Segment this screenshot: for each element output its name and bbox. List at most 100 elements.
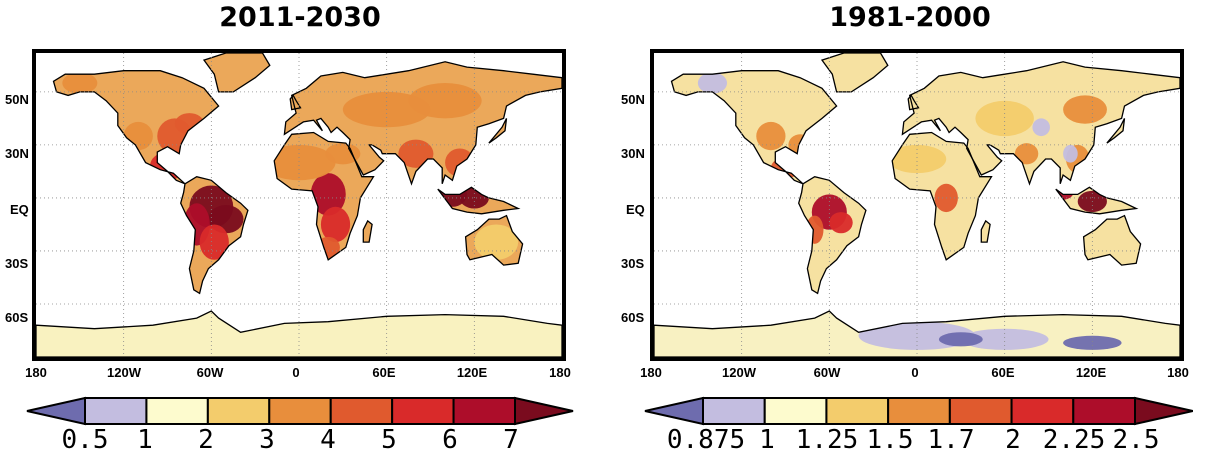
colorbar bbox=[644, 396, 1193, 426]
colorbar-label: 1.7 bbox=[927, 425, 975, 455]
colorbar-segment bbox=[206, 397, 271, 425]
lon-label-180e: 180 bbox=[1167, 365, 1189, 380]
panel-2011-2030: 2011-2030 50N 30N EQ 30S 60S 180 120W 60… bbox=[0, 0, 600, 462]
lat-label-eq: EQ bbox=[10, 202, 29, 217]
value-cell bbox=[829, 212, 853, 234]
coastline-antarctica bbox=[654, 310, 1180, 357]
landmass-japan bbox=[1106, 118, 1125, 144]
coastline-indonesia bbox=[437, 186, 521, 215]
colorbar-segment bbox=[145, 397, 209, 425]
lon-label-60w: 60W bbox=[196, 365, 224, 380]
colorbar-segment bbox=[452, 397, 517, 425]
coastline-japan bbox=[488, 118, 508, 144]
lon-label-0: 0 bbox=[292, 365, 300, 380]
map-frame bbox=[32, 49, 566, 361]
colorbar-segment bbox=[1072, 397, 1136, 425]
coastline-south-america bbox=[798, 176, 867, 295]
panel-title: 1981-2000 bbox=[829, 2, 991, 33]
value-cell bbox=[887, 144, 947, 174]
colorbar-label: 6 bbox=[442, 425, 458, 455]
lat-label-30n: 30N bbox=[5, 146, 29, 161]
colorbar-label: 0.875 bbox=[666, 425, 746, 455]
lat-label-60s: 60S bbox=[621, 310, 645, 325]
coastline-eurasia bbox=[901, 61, 1180, 186]
coastline-eurasia bbox=[283, 61, 562, 186]
colorbar-extend-low bbox=[26, 396, 86, 426]
value-cell bbox=[1014, 143, 1039, 165]
value-cell bbox=[960, 328, 1049, 350]
coastline-antarctica bbox=[36, 310, 562, 357]
coastline-africa bbox=[891, 131, 993, 261]
value-cell bbox=[320, 206, 351, 243]
coastline-uk bbox=[907, 94, 920, 111]
lat-label-50n: 50N bbox=[5, 92, 29, 107]
lat-label-60s: 60S bbox=[5, 310, 29, 325]
colorbar-segment bbox=[763, 397, 828, 425]
colorbar-label: 2 bbox=[198, 425, 214, 455]
value-cell bbox=[975, 100, 1034, 137]
colorbar-extend-high bbox=[1134, 396, 1193, 426]
colorbar-label: 3 bbox=[259, 425, 275, 455]
colorbar-segment bbox=[84, 397, 148, 425]
world-map bbox=[36, 53, 562, 357]
value-cell bbox=[697, 72, 728, 94]
value-cell bbox=[62, 72, 98, 94]
colorbar-label: 2.5 bbox=[1112, 425, 1160, 455]
coastline-indonesia bbox=[1055, 186, 1139, 215]
lon-label-180e: 180 bbox=[549, 365, 571, 380]
colorbar-segment bbox=[268, 397, 332, 425]
value-cell bbox=[408, 83, 482, 119]
coastline-africa bbox=[273, 131, 375, 261]
value-cell bbox=[398, 139, 434, 168]
value-cell bbox=[199, 224, 229, 260]
colorbar-label: 2 bbox=[1005, 425, 1021, 455]
value-cell bbox=[262, 144, 336, 181]
colorbar-segment bbox=[391, 397, 455, 425]
lat-label-30s: 30S bbox=[5, 256, 29, 271]
colorbar bbox=[26, 396, 574, 426]
colorbar-segment bbox=[948, 397, 1013, 425]
map-frame bbox=[650, 49, 1184, 361]
colorbar-segment bbox=[702, 397, 766, 425]
coastline-australia bbox=[1082, 214, 1142, 266]
value-cell bbox=[756, 121, 786, 151]
lat-label-eq: EQ bbox=[626, 202, 645, 217]
value-cell bbox=[474, 224, 519, 260]
colorbar-label: 4 bbox=[320, 425, 336, 455]
coastline-greenland bbox=[202, 53, 271, 93]
coastline-madagascar bbox=[362, 219, 373, 243]
value-cell bbox=[1063, 95, 1107, 124]
colorbar-segment bbox=[825, 397, 890, 425]
colorbar-segment bbox=[887, 397, 951, 425]
lon-label-60e: 60E bbox=[372, 365, 396, 380]
lon-label-0: 0 bbox=[911, 365, 919, 380]
landmass-japan bbox=[488, 118, 507, 144]
coastline-north-america bbox=[670, 70, 838, 185]
landmass-greenland bbox=[204, 53, 270, 92]
colorbar-label: 5 bbox=[381, 425, 397, 455]
value-cell bbox=[310, 173, 346, 216]
panel-title: 2011-2030 bbox=[219, 2, 381, 33]
coastline-japan bbox=[1106, 118, 1126, 144]
colorbar-label: 1 bbox=[759, 425, 775, 455]
colorbar-segment bbox=[329, 397, 394, 425]
coastline-uk bbox=[289, 94, 302, 111]
colorbar-label: 0.5 bbox=[61, 425, 109, 455]
value-cell bbox=[1063, 144, 1078, 163]
lat-label-50n: 50N bbox=[621, 92, 645, 107]
colorbar-label: 2.25 bbox=[1042, 425, 1106, 455]
colorbar-label: 1.25 bbox=[795, 425, 859, 455]
colorbar-label: 7 bbox=[503, 425, 519, 455]
lon-label-60w: 60W bbox=[813, 365, 841, 380]
value-cell bbox=[325, 143, 361, 165]
lon-label-120w: 120W bbox=[722, 365, 756, 380]
colorbar-extend-low bbox=[644, 396, 704, 426]
value-cell bbox=[1032, 118, 1050, 137]
landmass-north-america bbox=[671, 70, 837, 184]
value-cell bbox=[1063, 335, 1122, 350]
lon-label-120e: 120E bbox=[1075, 365, 1107, 380]
world-map bbox=[654, 53, 1180, 357]
coastline-australia bbox=[464, 214, 524, 266]
lon-label-180w: 180 bbox=[25, 365, 47, 380]
value-cell bbox=[938, 332, 983, 347]
